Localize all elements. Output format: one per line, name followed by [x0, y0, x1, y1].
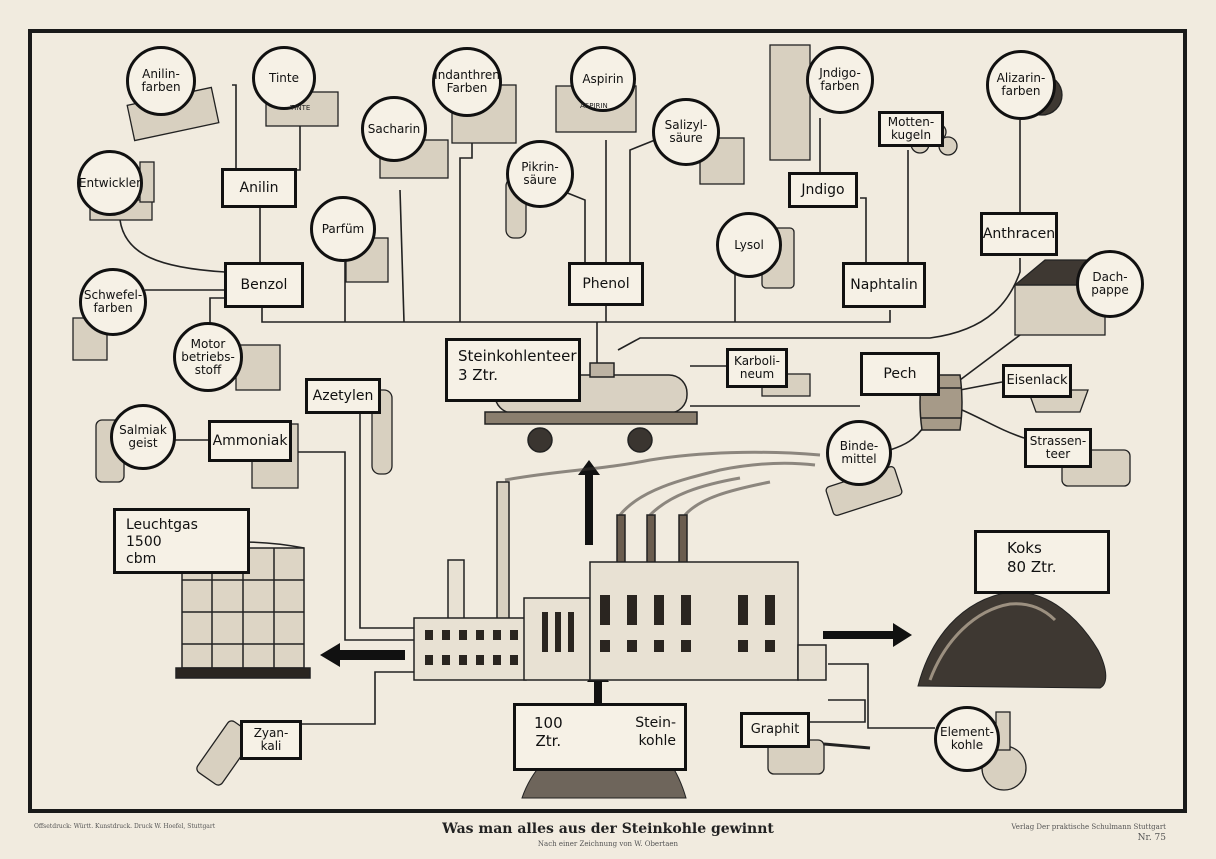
node-lysol: Lysol	[716, 212, 782, 278]
poster-number: Nr. 75	[1137, 833, 1166, 843]
tinte-bottle-label: TINTE	[290, 104, 311, 112]
node-anilin: Anilin	[221, 168, 297, 208]
node-indigo: Jndigo	[788, 172, 858, 208]
node-mottenkugeln: Motten- kugeln	[878, 111, 944, 147]
publisher-name: Verlag Der praktische Schulmann Stuttgar…	[1011, 823, 1166, 831]
node-zyankali: Zyan- kali	[240, 720, 302, 760]
factory-illustration	[413, 481, 827, 681]
node-leuchtgas: Leuchtgas 1500 cbm	[113, 508, 250, 574]
node-salmiakgeist: Salmiak geist	[110, 404, 176, 470]
poster-frame	[28, 29, 1187, 813]
poster-title: Was man alles aus der Steinkohle gewinnt	[442, 821, 774, 837]
node-indanthren-farben: Indanthren Farben	[432, 47, 502, 117]
node-koks: Koks 80 Ztr.	[974, 530, 1110, 594]
node-karbolineum: Karboli- neum	[726, 348, 788, 388]
node-steinkohle: 100 Ztr. Stein- kohle	[513, 703, 687, 771]
node-graphit: Graphit	[740, 712, 810, 748]
node-dachpappe: Dach- pappe	[1076, 250, 1144, 318]
poster-subtitle: Nach einer Zeichnung von W. Obertaen	[537, 840, 679, 848]
node-motorbetriebsstoff: Motor betriebs- stoff	[173, 322, 243, 392]
node-pech: Pech	[860, 352, 940, 396]
node-salizylsaeure: Salizyl- säure	[652, 98, 720, 166]
printer-credit: Offsetdruck: Württ. Kunstdruck. Druck W.…	[34, 823, 216, 830]
steinkohle-amount: 100 Ztr.	[534, 714, 563, 750]
node-benzol: Benzol	[224, 262, 304, 308]
node-parfuem: Parfüm	[310, 196, 376, 262]
aspirin-box-label: ASPIRIN	[580, 102, 608, 110]
node-sacharin: Sacharin	[361, 96, 427, 162]
node-bindemittel: Binde- mittel	[826, 420, 892, 486]
node-eisenlack: Eisenlack	[1002, 364, 1072, 398]
node-strassenteer: Strassen- teer	[1024, 428, 1092, 468]
node-phenol: Phenol	[568, 262, 644, 306]
node-azetylen: Azetylen	[305, 378, 381, 414]
node-pikrinsaeure: Pikrin- säure	[506, 140, 574, 208]
node-ammoniak: Ammoniak	[208, 420, 292, 462]
node-elementkohle: Element- kohle	[934, 706, 1000, 772]
node-aspirin: Aspirin	[570, 46, 636, 112]
steinkohle-label: Stein- kohle	[635, 715, 676, 749]
coke-pile-illustration	[917, 591, 1107, 689]
node-entwickler: Entwickler	[77, 150, 143, 216]
node-indigofarben: Jndigo- farben	[806, 46, 874, 114]
node-tinte: Tinte	[252, 46, 316, 110]
publisher-credit: Verlag Der praktische Schulmann Stuttgar…	[1011, 822, 1166, 844]
node-naphtalin: Naphtalin	[842, 262, 926, 308]
node-steinkohlenteer: Steinkohlenteer 3 Ztr.	[445, 338, 581, 402]
node-anilinfarben: Anilin- farben	[126, 46, 196, 116]
node-anthracen: Anthracen	[980, 212, 1058, 256]
node-alizarinfarben: Alizarin- farben	[986, 50, 1056, 120]
node-schwefelfarben: Schwefel- farben	[79, 268, 147, 336]
